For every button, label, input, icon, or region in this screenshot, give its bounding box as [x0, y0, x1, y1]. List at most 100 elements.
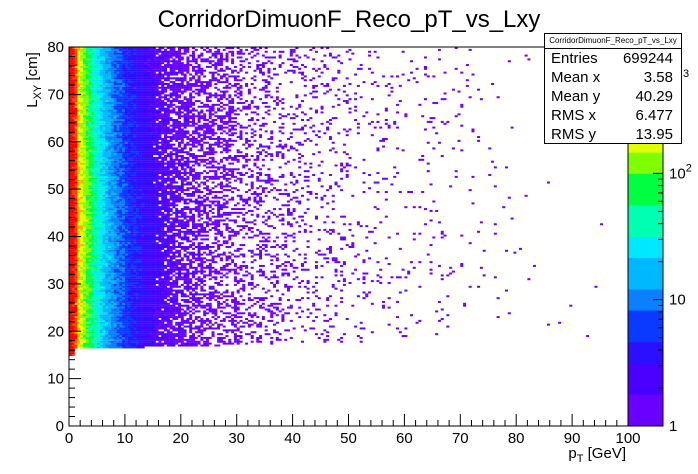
heatmap-cell	[141, 306, 145, 309]
heatmap-cell	[108, 253, 112, 256]
heatmap-cell	[82, 295, 86, 298]
heatmap-cell	[113, 209, 117, 212]
heatmap-cell	[102, 101, 106, 104]
heatmap-cell	[69, 257, 72, 260]
heatmap-cell	[150, 90, 154, 93]
heatmap-cell	[127, 194, 131, 197]
heatmap-cell	[155, 230, 159, 233]
heatmap-cell	[144, 257, 148, 260]
heatmap-cell	[108, 335, 112, 338]
heatmap-cell	[110, 259, 114, 262]
heatmap-cell	[96, 187, 100, 190]
heatmap-cell	[110, 83, 114, 86]
heatmap-cell	[80, 299, 84, 302]
heatmap-cell	[133, 281, 137, 284]
heatmap-cell	[124, 62, 128, 65]
heatmap-cell	[80, 240, 84, 243]
heatmap-cell	[150, 340, 154, 343]
heatmap-cell	[116, 213, 120, 216]
heatmap-cell	[113, 52, 117, 55]
heatmap-cell	[130, 86, 134, 89]
heatmap-cell	[110, 105, 114, 108]
heatmap-cell	[133, 164, 137, 167]
heatmap-cell	[136, 58, 140, 61]
heatmap-cell	[110, 94, 114, 97]
heatmap-cell	[94, 192, 98, 195]
heatmap-cell	[124, 333, 128, 336]
heatmap-cell	[130, 101, 134, 104]
heatmap-cell	[85, 48, 89, 51]
heatmap-cell	[124, 211, 128, 214]
heatmap-cell	[74, 187, 78, 190]
heatmap-cell	[82, 281, 86, 284]
heatmap-cell	[69, 283, 72, 286]
heatmap-cell	[77, 336, 81, 339]
heatmap-cell	[138, 302, 142, 305]
heatmap-cell	[124, 83, 128, 86]
heatmap-cell	[147, 240, 151, 243]
heatmap-cell	[136, 251, 140, 254]
heatmap-cell	[94, 119, 98, 122]
heatmap-cell	[138, 84, 142, 87]
heatmap-cell	[144, 162, 148, 165]
heatmap-cell	[110, 168, 114, 171]
heatmap-cell	[71, 223, 75, 226]
heatmap-cell	[71, 179, 75, 182]
heatmap-cell	[85, 62, 89, 65]
heatmap-cell	[99, 191, 103, 194]
heatmap-cell	[113, 50, 117, 53]
heatmap-cell	[144, 187, 148, 190]
heatmap-cell	[136, 312, 140, 315]
heatmap-cell	[85, 130, 89, 133]
heatmap-cell	[136, 136, 140, 139]
heatmap-cell	[74, 67, 78, 70]
heatmap-cell	[85, 179, 89, 182]
heatmap-cell	[71, 136, 75, 139]
heatmap-cell	[136, 156, 140, 159]
heatmap-cell	[147, 285, 151, 288]
heatmap-cell	[141, 331, 145, 334]
heatmap-cell	[138, 71, 142, 74]
heatmap-cell	[85, 65, 89, 68]
heatmap-cell	[124, 103, 128, 106]
heatmap-cell	[88, 84, 92, 87]
heatmap-cell	[96, 79, 100, 82]
heatmap-cell	[85, 268, 89, 271]
heatmap-cell	[113, 257, 117, 260]
heatmap-cell	[96, 304, 100, 307]
heatmap-cell	[147, 71, 151, 74]
heatmap-cell	[147, 331, 151, 334]
heatmap-cell	[102, 105, 106, 108]
heatmap-cell	[110, 173, 114, 176]
heatmap-cell	[102, 342, 106, 345]
heatmap-cell	[147, 268, 151, 271]
heatmap-cell	[110, 96, 114, 99]
heatmap-cell	[77, 335, 81, 338]
heatmap-cell	[133, 149, 137, 152]
heatmap-cell	[130, 58, 134, 61]
heatmap-cell	[124, 340, 128, 343]
heatmap-cell	[141, 204, 145, 207]
heatmap-cell	[69, 289, 72, 292]
heatmap-cell	[71, 336, 75, 339]
heatmap-cell	[82, 227, 86, 230]
heatmap-cell	[96, 219, 100, 222]
heatmap-cell	[144, 119, 148, 122]
heatmap-cell	[69, 208, 72, 211]
heatmap-cell	[74, 308, 78, 311]
heatmap-cell	[124, 191, 128, 194]
heatmap-cell	[69, 350, 72, 353]
heatmap-cell	[150, 54, 154, 57]
heatmap-cell	[113, 327, 117, 330]
heatmap-cell	[127, 132, 131, 135]
heatmap-cell	[108, 170, 112, 173]
heatmap-cell	[102, 272, 106, 275]
heatmap-cell	[152, 96, 156, 99]
heatmap-cell	[94, 213, 98, 216]
heatmap-cell	[150, 228, 154, 231]
heatmap-cell	[69, 238, 72, 241]
heatmap-cell	[74, 84, 78, 87]
heatmap-cell	[105, 194, 109, 197]
heatmap-cell	[99, 139, 103, 142]
heatmap-cell	[122, 194, 126, 197]
